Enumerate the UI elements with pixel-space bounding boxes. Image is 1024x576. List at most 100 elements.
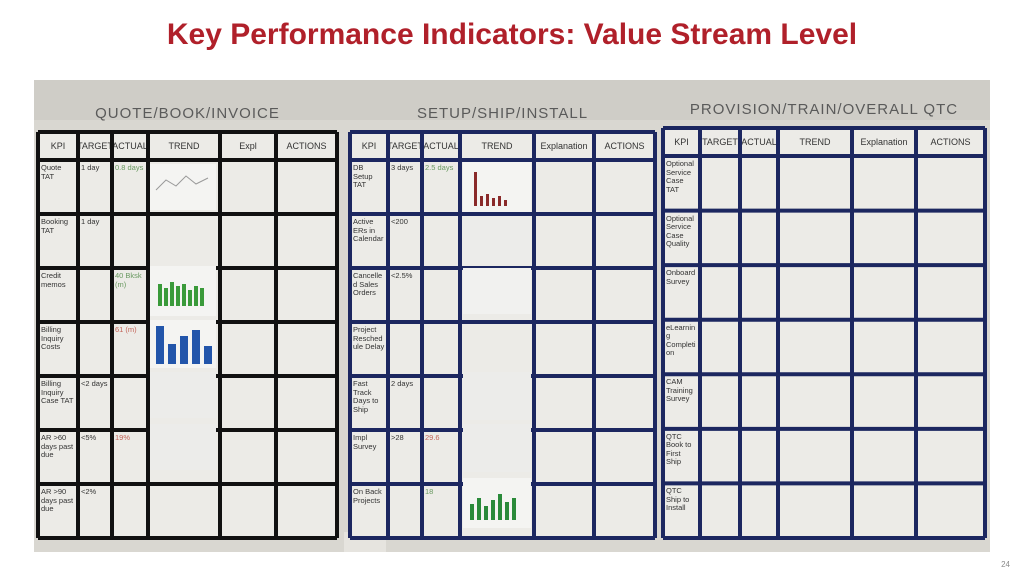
cell-text: 1 day	[81, 163, 100, 172]
cell-text: 2 days	[391, 379, 414, 388]
cell-text: Cancelled Sales Orders	[353, 271, 383, 297]
cell-box: DB Setup TAT	[353, 163, 373, 189]
cell-box: <2%	[81, 487, 97, 496]
cell-box: AR >60 days past due	[41, 433, 74, 459]
column-header: ACTUAL	[741, 137, 777, 147]
trend-sheet	[463, 268, 531, 314]
cell-text: 19%	[115, 433, 131, 442]
cell-text: eLearning Completion	[666, 322, 696, 358]
cell-box: Billing Inquiry Costs	[41, 325, 64, 351]
column-header: TARGET	[77, 141, 113, 151]
cell-box: 1 day	[81, 217, 100, 226]
column-header: ACTIONS	[604, 141, 644, 151]
cell-box: eLearning Completion	[666, 322, 696, 358]
cell-box: Optional Service Case TAT	[666, 159, 694, 194]
trend-sheet	[150, 424, 216, 470]
cell-box: Project Reschedule Delay	[353, 325, 385, 351]
kpi-board: PROVISION/TRAIN/OVERALL QTC KPI TARGET ACTU…	[661, 101, 987, 540]
cell-box: 2.5 days	[425, 163, 454, 172]
cell-text: CAM Training Survey	[666, 377, 693, 404]
cell-text: Quote TAT	[41, 163, 62, 181]
cell-box: CAM Training Survey	[666, 377, 693, 404]
column-header: TREND	[800, 137, 831, 147]
cell-text: Booking TAT	[41, 217, 69, 235]
cell-text: Fast Track Days to Ship	[353, 379, 379, 414]
cell-box: QTC Book to First Ship	[666, 431, 692, 467]
cell-box: <2.5%	[391, 271, 412, 280]
cell-text: <5%	[81, 433, 97, 442]
cell-text: On Back Projects	[353, 487, 382, 505]
cell-text: <2%	[81, 487, 97, 496]
cell-text: 1 day	[81, 217, 100, 226]
board-heading: QUOTE/BOOK/INVOICE	[95, 105, 280, 122]
trend-sheet	[463, 424, 531, 472]
slide-title: Key Performance Indicators: Value Stream…	[167, 18, 857, 51]
cell-text: <2 days	[81, 379, 108, 388]
trend-sheet	[463, 478, 531, 528]
cell-box: Quote TAT	[41, 163, 62, 181]
cell-box: Onboard Survey	[666, 268, 695, 285]
cell-box: 40 Bksk (m)	[115, 271, 142, 288]
cell-box: <2 days	[81, 379, 108, 388]
column-header: Expl	[239, 141, 257, 151]
cell-text: Optional Service Case TAT	[666, 159, 694, 194]
trend-bars	[474, 172, 507, 206]
board-surface	[663, 128, 985, 538]
cell-box: 0.8 days	[115, 163, 144, 172]
cell-text: 29.6	[425, 433, 440, 442]
cell-text: 3 days	[391, 163, 414, 172]
cell-text: 0.8 days	[115, 163, 144, 172]
cell-text: AR >60 days past due	[41, 433, 74, 459]
cell-text: QTC Ship to Install	[666, 486, 690, 513]
cell-text: Billing Inquiry Costs	[41, 325, 64, 351]
column-header: KPI	[362, 141, 377, 151]
trend-bars	[156, 326, 212, 364]
cell-box: 18	[425, 487, 434, 496]
column-header: KPI	[674, 137, 689, 147]
cell-box: <5%	[81, 433, 97, 442]
cell-box: Credit memos	[41, 271, 66, 288]
cell-box: Optional Service Case Quality	[666, 213, 694, 249]
trend-bars	[158, 282, 204, 306]
cell-text: Billing Inquiry Case TAT	[41, 379, 74, 405]
trend-sheet	[463, 162, 531, 212]
trend-sheet	[463, 216, 531, 264]
cell-text: 61 (m)	[115, 325, 137, 334]
trend-sheet	[463, 372, 531, 420]
column-header: TARGET	[702, 137, 738, 147]
cell-box: 2 days	[391, 379, 414, 388]
trend-line	[155, 175, 209, 191]
cell-box: >28	[391, 433, 404, 442]
cell-text: <200	[391, 217, 408, 226]
cell-box: 3 days	[391, 163, 414, 172]
column-header: ACTUAL	[112, 141, 148, 151]
column-header: Explanation	[860, 137, 907, 147]
cell-box: Cancelled Sales Orders	[353, 271, 383, 297]
cell-box: 1 day	[81, 163, 100, 172]
cell-text: Optional Service Case Quality	[666, 213, 694, 249]
trend-sheet	[150, 164, 216, 210]
cell-text: Impl Survey	[353, 433, 377, 451]
cell-text: QTC Book to First Ship	[666, 431, 692, 467]
cell-text: AR >90 days past due	[41, 487, 74, 513]
cell-box: <200	[391, 217, 408, 226]
cell-box: Active ERs in Calendar	[353, 217, 383, 243]
cell-box: On Back Projects	[353, 487, 382, 505]
cell-box: Billing Inquiry Case TAT	[41, 379, 74, 405]
cell-box: 29.6	[425, 433, 440, 442]
cell-box: QTC Ship to Install	[666, 486, 690, 513]
cell-text: Project Reschedule Delay	[353, 325, 385, 351]
column-header: KPI	[51, 141, 66, 151]
cell-text: 18	[425, 487, 434, 496]
cell-box: 61 (m)	[115, 325, 137, 334]
cell-text: >28	[391, 433, 404, 442]
board-heading: PROVISION/TRAIN/OVERALL QTC	[690, 101, 958, 118]
cell-box: Fast Track Days to Ship	[353, 379, 379, 414]
column-header: TARGET	[387, 141, 423, 151]
page-number: 24	[1001, 560, 1010, 569]
cell-text: DB Setup TAT	[353, 163, 373, 189]
cell-text: 2.5 days	[425, 163, 454, 172]
board-heading: SETUP/SHIP/INSTALL	[417, 105, 588, 122]
cell-box: Impl Survey	[353, 433, 377, 451]
